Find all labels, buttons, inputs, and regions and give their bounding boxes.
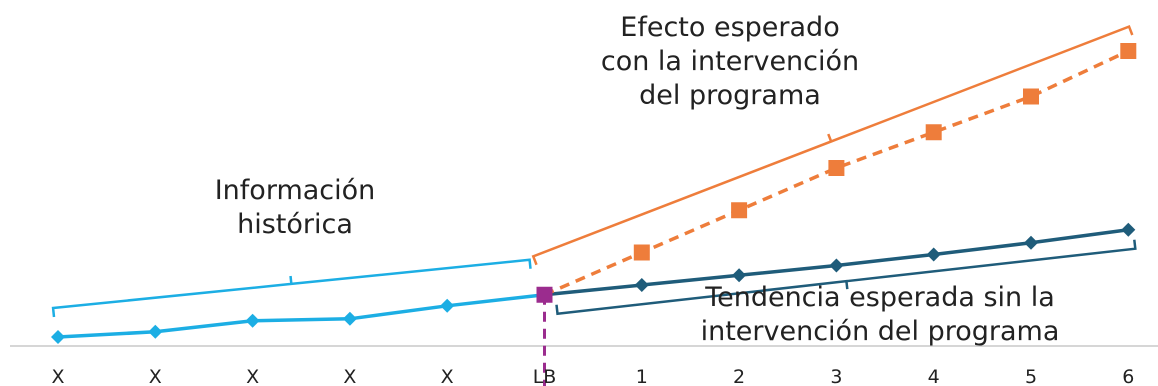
x-tick-label: 3 xyxy=(830,366,842,386)
x-tick-label: X xyxy=(149,366,162,386)
x-tick-label: 4 xyxy=(928,366,940,386)
annotation-historical: Información histórica xyxy=(180,174,410,242)
annotation-expected-effect-line-3: del programa xyxy=(639,80,821,111)
series-line xyxy=(57,293,545,339)
historical-bracket xyxy=(51,258,532,318)
annotation-expected-effect-line-2: con la intervención xyxy=(600,46,860,77)
data-point xyxy=(1120,43,1137,59)
data-point xyxy=(1023,88,1039,105)
x-tick-label: X xyxy=(246,366,259,386)
annotation-historical-line-1: Información xyxy=(214,175,376,206)
series-layer xyxy=(51,43,1137,344)
annotation-historical-line-2: histórica xyxy=(237,209,353,240)
data-point xyxy=(731,202,748,219)
data-point xyxy=(828,160,845,176)
x-tick-label: X xyxy=(343,366,356,386)
annotation-expected-effect: Efecto esperado con la intervención del … xyxy=(540,11,920,113)
data-point xyxy=(634,278,649,292)
data-point xyxy=(1121,222,1136,237)
data-point xyxy=(440,298,455,313)
data-point xyxy=(926,247,941,262)
data-point xyxy=(1024,235,1038,250)
data-point xyxy=(829,258,844,273)
data-point xyxy=(732,268,747,283)
data-point xyxy=(245,313,260,328)
x-tick-label: 5 xyxy=(1025,366,1037,386)
annotation-expected-trend-line-2: intervención del programa xyxy=(700,316,1060,347)
x-tick-label: X xyxy=(441,366,454,386)
annotation-expected-trend-line-1: Tendencia esperada sin la xyxy=(705,282,1055,313)
baseline-point xyxy=(536,286,553,303)
x-tick-label: 1 xyxy=(636,366,648,386)
data-point xyxy=(342,311,357,326)
x-tick-label: LB xyxy=(533,366,557,386)
data-point xyxy=(148,324,163,339)
x-tick-label: 6 xyxy=(1122,366,1134,386)
x-tick-label: 2 xyxy=(733,366,745,386)
data-point xyxy=(925,124,942,141)
expected-trend-bracket xyxy=(555,239,1137,316)
data-point xyxy=(51,330,65,344)
data-point xyxy=(633,244,650,261)
annotation-expected-trend: Tendencia esperada sin la intervención d… xyxy=(640,281,1120,349)
expected-effect-bracket xyxy=(531,24,1134,266)
x-tick-labels: X X X X X LB 1 2 3 4 5 6 xyxy=(51,366,1134,386)
x-tick-label: X xyxy=(51,366,64,386)
annotation-expected-effect-line-1: Efecto esperado xyxy=(620,12,840,43)
annotation-brackets xyxy=(51,24,1137,318)
